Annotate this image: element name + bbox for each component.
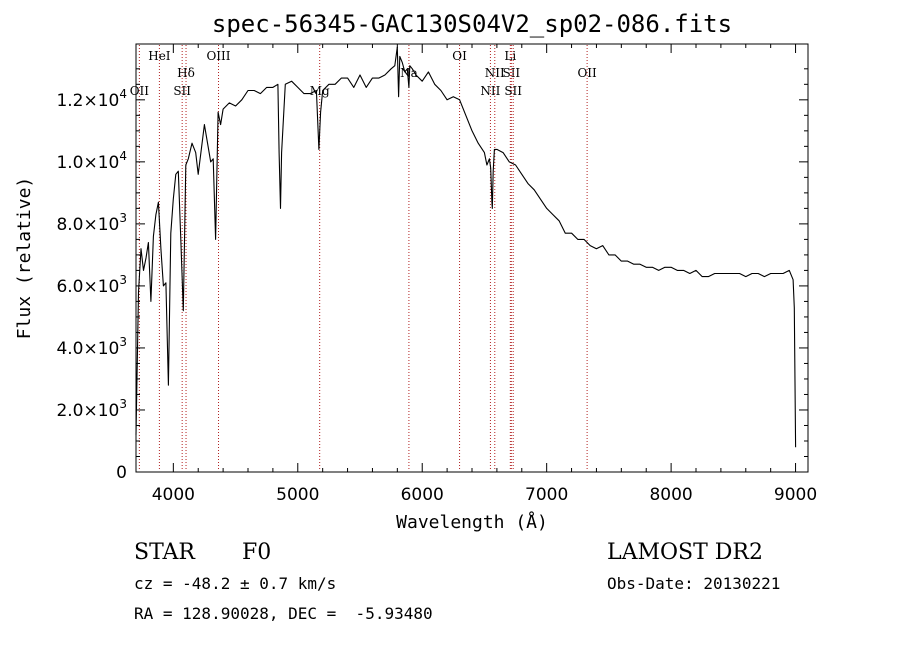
y-tick-label-5: 1.0×104 <box>56 149 127 173</box>
y-tick-label-2: 4.0×103 <box>56 335 127 359</box>
line-marker-label-5: Mg <box>310 84 330 98</box>
line-marker-label-12: SII <box>504 84 522 98</box>
spectral-subclass: F0 <box>242 540 271 565</box>
y-tick-label-0: 0 <box>116 463 127 483</box>
line-marker-label-0: OII <box>130 84 150 98</box>
y-tick-label-6: 1.2×104 <box>56 87 127 111</box>
x-tick-label-4: 8000 <box>649 485 692 505</box>
line-marker-label-4: OIII <box>206 49 230 63</box>
line-marker-label-13: OII <box>577 66 597 80</box>
y-tick-label-3: 6.0×103 <box>56 273 127 297</box>
redshift-value: cz = -48.2 ± 0.7 km/s <box>134 574 336 593</box>
line-marker-label-10: Li <box>504 49 516 63</box>
line-marker-label-7: OI <box>452 49 467 63</box>
line-marker-label-8: NII <box>480 84 500 98</box>
coordinates: RA = 128.90028, DEC = -5.93480 <box>134 604 433 623</box>
observation-date: Obs-Date: 20130221 <box>607 574 780 593</box>
object-type: STAR <box>134 540 196 565</box>
x-tick-label-2: 6000 <box>401 485 444 505</box>
plot-frame <box>135 43 809 473</box>
spectrum-line-0 <box>135 46 797 448</box>
line-marker-label-1: HeI <box>148 49 171 63</box>
chart-title: spec-56345-GAC130S04V2_sp02-086.fits <box>212 10 732 38</box>
y-tick-label-1: 2.0×103 <box>56 397 127 421</box>
x-tick-label-0: 4000 <box>152 485 195 505</box>
line-marker-label-11: SII <box>502 66 520 80</box>
y-axis-label: Flux (relative) <box>14 177 35 340</box>
line-marker-label-9: NII <box>485 66 505 80</box>
x-axis-label: Wavelength (Å) <box>396 511 548 533</box>
survey-name: LAMOST DR2 <box>607 540 763 565</box>
line-marker-label-3: Hδ <box>177 66 195 80</box>
x-tick-label-5: 9000 <box>774 485 817 505</box>
spectrum-series <box>135 46 797 448</box>
x-axis-ticks: 4000 5000 6000 7000 8000 9000 <box>152 44 817 505</box>
y-tick-label-4: 8.0×103 <box>56 211 127 235</box>
y-axis-ticks: 0 2.0×103 4.0×103 6.0×103 8.0×103 1.0×104 1.2×… <box>56 68 808 483</box>
x-tick-label-1: 5000 <box>276 485 319 505</box>
x-tick-label-3: 7000 <box>525 485 568 505</box>
line-marker-label-2: SII <box>173 84 191 98</box>
